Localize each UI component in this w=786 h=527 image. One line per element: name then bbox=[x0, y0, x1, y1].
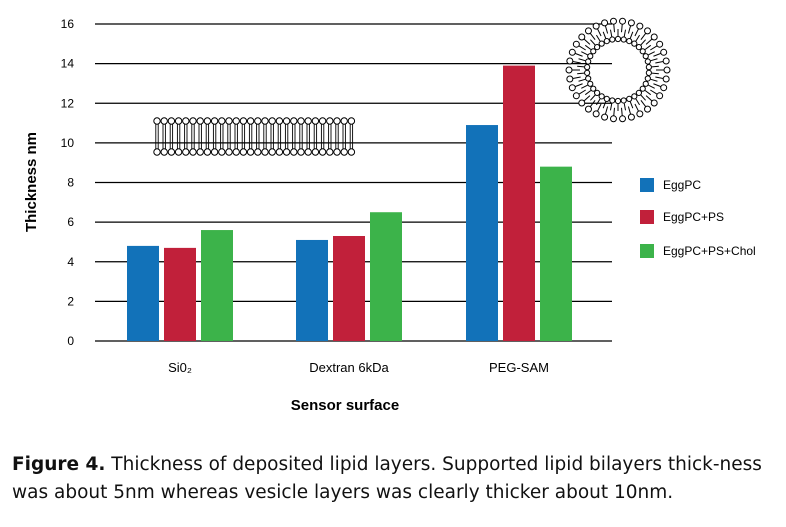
bar-eggpc-2 bbox=[466, 125, 498, 341]
bar-eggpc-ps-1 bbox=[333, 235, 365, 341]
caption-text: Thickness of deposited lipid layers. Sup… bbox=[12, 454, 762, 503]
lipid-bilayer-illustration bbox=[153, 117, 356, 156]
y-tick-label: 4 bbox=[67, 255, 74, 269]
y-tick-label: 14 bbox=[61, 57, 75, 71]
bar-eggpc-ps-2 bbox=[503, 65, 535, 341]
bar-eggpc-ps-chol-2 bbox=[540, 166, 572, 341]
legend-label: EggPC bbox=[663, 178, 701, 192]
legend-label: EggPC+PS bbox=[663, 210, 724, 224]
figure-caption: Figure 4. Thickness of deposited lipid l… bbox=[12, 451, 780, 507]
bar-eggpc-0 bbox=[127, 245, 159, 341]
y-axis-label: Thickness nm bbox=[23, 132, 40, 232]
x-tick-labels: Si0₂ Dextran 6kDa PEG-SAM bbox=[168, 360, 549, 375]
bar-eggpc-ps-0 bbox=[164, 247, 196, 341]
y-tick-label: 10 bbox=[61, 136, 75, 150]
bar-chart: 0 2 4 6 8 10 12 14 16 Si0₂ Dextran 6kDa PEG-SAM Th… bbox=[23, 17, 756, 414]
bar-eggpc-1 bbox=[296, 239, 328, 341]
legend-swatch bbox=[640, 210, 654, 224]
y-tick-label: 8 bbox=[67, 176, 74, 190]
x-tick-label: Si0₂ bbox=[168, 360, 192, 375]
y-tick-label: 16 bbox=[61, 17, 75, 31]
legend-label: EggPC+PS+Chol bbox=[663, 244, 756, 258]
figure-label: Figure 4. bbox=[12, 454, 106, 475]
y-tick-labels: 0 2 4 6 8 10 12 14 16 bbox=[61, 17, 75, 348]
lipid-vesicle-illustration bbox=[565, 17, 671, 123]
x-tick-label: Dextran 6kDa bbox=[309, 360, 389, 375]
x-axis-label: Sensor surface bbox=[291, 397, 399, 414]
bar-eggpc-ps-chol-0 bbox=[201, 230, 233, 341]
y-tick-label: 0 bbox=[67, 334, 74, 348]
bar-eggpc-ps-chol-1 bbox=[370, 212, 402, 341]
y-tick-label: 6 bbox=[67, 215, 74, 229]
x-tick-label: PEG-SAM bbox=[489, 360, 549, 375]
y-tick-label: 2 bbox=[67, 294, 74, 308]
legend: EggPC EggPC+PS EggPC+PS+Chol bbox=[640, 178, 756, 258]
bars bbox=[127, 65, 572, 341]
legend-swatch bbox=[640, 244, 654, 258]
y-tick-label: 12 bbox=[61, 96, 75, 110]
legend-swatch bbox=[640, 178, 654, 192]
